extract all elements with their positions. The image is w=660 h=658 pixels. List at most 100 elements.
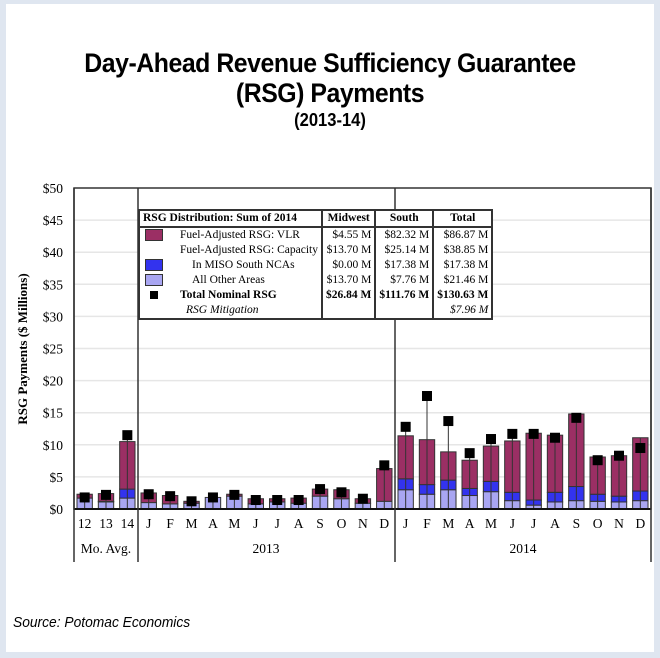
legend-table: RSG Distribution: Sum of 2014 Midwest So… bbox=[138, 209, 494, 320]
x-tick-label: S bbox=[573, 516, 581, 531]
legend-swatch-cell bbox=[138, 303, 168, 320]
total-rsg-marker bbox=[229, 489, 240, 500]
x-tick-label: N bbox=[614, 516, 624, 531]
chart-frame bbox=[6, 4, 654, 652]
total-rsg-marker bbox=[486, 434, 496, 445]
legend-row: In MISO South NCAs $0.00 M $17.38 M $17.38 … bbox=[138, 258, 494, 273]
legend-value-south bbox=[374, 303, 434, 320]
y-tick-label: $30 bbox=[43, 309, 64, 324]
legend-value-midwest: $13.70 M bbox=[320, 243, 376, 258]
total-rsg-marker bbox=[528, 428, 539, 439]
x-tick-label: S bbox=[316, 516, 324, 531]
total-rsg-marker bbox=[293, 495, 304, 506]
y-tick-label: $35 bbox=[43, 277, 64, 292]
x-tick-label: M bbox=[442, 516, 454, 531]
x-tick-label: M bbox=[228, 516, 240, 531]
x-tick-label: 14 bbox=[121, 516, 135, 531]
total-rsg-marker bbox=[122, 430, 133, 441]
legend-label: In MISO South NCAs bbox=[192, 259, 295, 271]
y-tick-label: $20 bbox=[43, 374, 64, 389]
x-tick-label: A bbox=[550, 516, 560, 531]
x-tick-label: M bbox=[186, 516, 198, 531]
legend-swatch-vlr bbox=[145, 229, 163, 242]
x-tick-label: D bbox=[379, 516, 389, 531]
legend-row: Fuel-Adjusted RSG: VLR $4.55 M $82.32 M $86… bbox=[138, 227, 494, 243]
legend-row: Fuel-Adjusted RSG: Capacity $13.70 M $25.1… bbox=[138, 243, 494, 258]
total-rsg-marker bbox=[550, 432, 560, 443]
y-tick-label: $45 bbox=[43, 213, 64, 228]
legend-swatch-other_areas bbox=[145, 274, 163, 287]
x-tick-label: J bbox=[403, 516, 408, 531]
total-rsg-marker bbox=[79, 492, 90, 503]
total-rsg-marker bbox=[336, 487, 347, 498]
total-rsg-marker bbox=[186, 496, 197, 507]
legend-col-south: South bbox=[374, 209, 434, 228]
legend-swatch-miso_south bbox=[145, 259, 163, 272]
x-tick-label: F bbox=[166, 516, 174, 531]
legend-value-total: $130.63 M bbox=[432, 288, 494, 303]
legend-label: All Other Areas bbox=[192, 274, 265, 286]
total-rsg-marker bbox=[379, 460, 390, 471]
x-tick-label: D bbox=[635, 516, 645, 531]
y-tick-label: $0 bbox=[50, 502, 64, 517]
x-tick-label: 12 bbox=[78, 516, 92, 531]
y-tick-label: $10 bbox=[43, 438, 64, 453]
legend-swatch-cell bbox=[138, 243, 168, 258]
total-rsg-marker bbox=[315, 484, 326, 495]
legend-row: All Other Areas $13.70 M $7.76 M $21.46 M bbox=[138, 273, 494, 288]
x-tick-label: A bbox=[465, 516, 475, 531]
legend-value-total: $21.46 M bbox=[432, 273, 494, 288]
x-tick-label: J bbox=[275, 516, 280, 531]
chart-title-line2: (RSG) Payments bbox=[235, 78, 425, 108]
x-tick-label: J bbox=[531, 516, 536, 531]
y-tick-label: $5 bbox=[50, 470, 64, 485]
x-tick-label: N bbox=[358, 516, 368, 531]
legend-label: Total Nominal RSG bbox=[180, 289, 277, 301]
y-axis-label: RSG Payments ($ Millions) bbox=[15, 273, 30, 424]
chart-title: Day-Ahead Revenue Sufficiency Guarantee bbox=[84, 48, 576, 78]
x-group-label: 2014 bbox=[510, 541, 537, 556]
x-group-label: 2013 bbox=[253, 541, 280, 556]
legend-swatch-cell bbox=[138, 273, 168, 288]
x-tick-label: A bbox=[208, 516, 218, 531]
legend-value-midwest bbox=[320, 303, 376, 320]
legend-label: Fuel-Adjusted RSG: Capacity bbox=[180, 244, 318, 256]
legend-value-midwest: $4.55 M bbox=[320, 227, 376, 243]
x-tick-label: O bbox=[593, 516, 603, 531]
total-rsg-marker bbox=[272, 495, 283, 506]
legend-value-south: $7.76 M bbox=[374, 273, 434, 288]
legend-value-south: $25.14 M bbox=[374, 243, 434, 258]
total-rsg-marker bbox=[571, 412, 582, 423]
legend-row: Total Nominal RSG $26.84 M $111.76 M $130.6… bbox=[138, 288, 494, 303]
y-tick-label: $15 bbox=[43, 406, 64, 421]
x-tick-label: J bbox=[146, 516, 151, 531]
legend-value-south: $17.38 M bbox=[374, 258, 434, 273]
total-rsg-marker bbox=[614, 450, 624, 461]
total-rsg-marker bbox=[422, 391, 432, 402]
total-rsg-marker bbox=[143, 489, 154, 500]
legend-col-midwest: Midwest bbox=[320, 209, 376, 228]
legend-label: Fuel-Adjusted RSG: VLR bbox=[180, 229, 300, 241]
legend-value-south: $82.32 M bbox=[374, 227, 434, 243]
legend-label: RSG Mitigation bbox=[168, 303, 322, 320]
legend-value-total: $7.96 M bbox=[432, 303, 494, 320]
legend-value-midwest: $26.84 M bbox=[320, 288, 376, 303]
x-tick-label: F bbox=[423, 516, 431, 531]
legend-swatch-cell bbox=[138, 227, 168, 243]
x-group-label: Mo. Avg. bbox=[81, 541, 131, 556]
legend-col-total: Total bbox=[432, 209, 494, 228]
legend-swatch-cell bbox=[138, 288, 168, 303]
legend-row: RSG Mitigation $7.96 M bbox=[138, 303, 494, 320]
total-rsg-marker bbox=[165, 491, 176, 502]
x-tick-label: J bbox=[510, 516, 515, 531]
total-rsg-marker bbox=[635, 443, 646, 454]
source-note: Source: Potomac Economics bbox=[13, 614, 191, 631]
x-tick-label: J bbox=[253, 516, 258, 531]
total-rsg-marker bbox=[357, 493, 368, 504]
legend-value-south: $111.76 M bbox=[374, 288, 434, 303]
legend-value-total: $17.38 M bbox=[432, 258, 494, 273]
legend-header: RSG Distribution: Sum of 2014 bbox=[138, 209, 322, 228]
legend-swatch-cell bbox=[138, 258, 168, 273]
x-tick-label: A bbox=[294, 516, 304, 531]
